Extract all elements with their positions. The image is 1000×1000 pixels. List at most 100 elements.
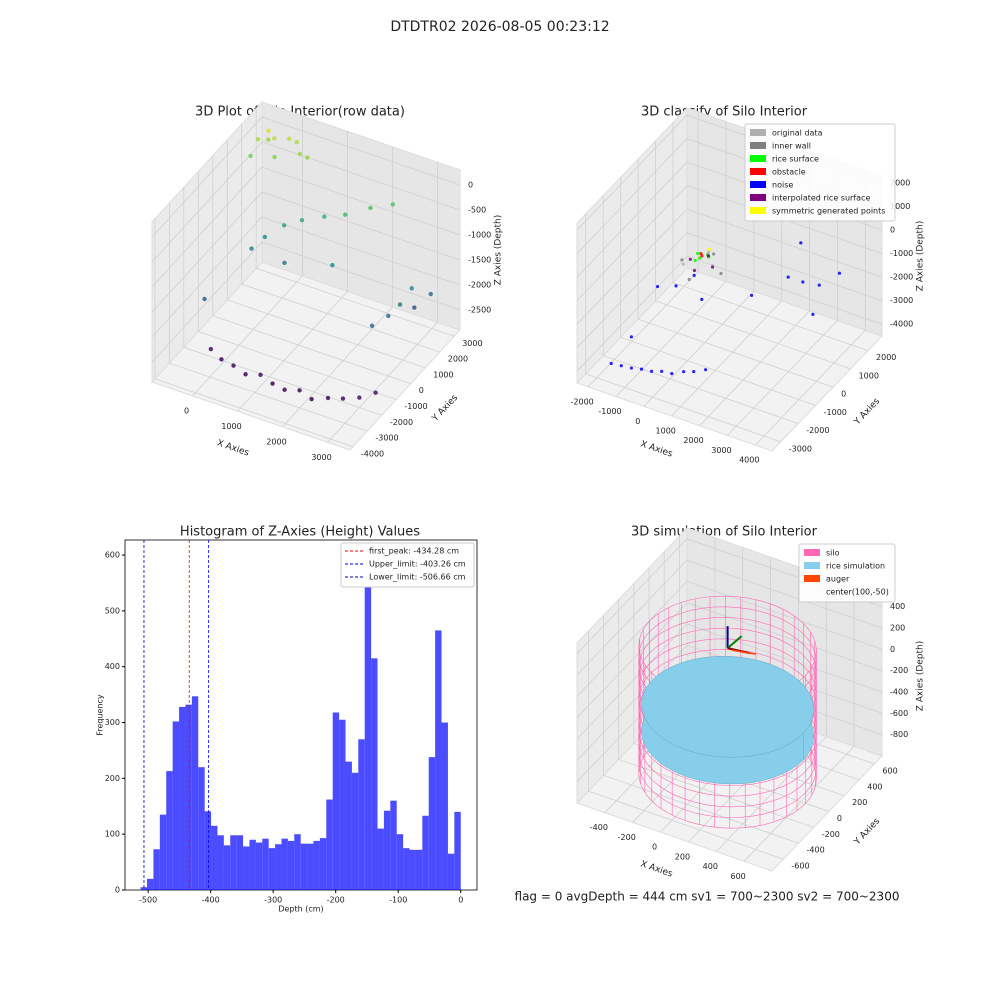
grid-line xyxy=(151,141,461,263)
point xyxy=(700,297,704,301)
y-tick-label: -3000 xyxy=(789,444,812,453)
grid-line xyxy=(576,602,883,718)
bar xyxy=(454,811,461,890)
point xyxy=(255,137,261,142)
grid-line xyxy=(576,208,883,325)
x-tick-label: 0 xyxy=(635,417,640,426)
legend-swatch xyxy=(750,181,766,188)
grid-line xyxy=(615,121,727,397)
auger xyxy=(731,649,756,655)
bar xyxy=(371,658,378,890)
x-tick-label: 4000 xyxy=(739,456,759,465)
y-tick-label: 400 xyxy=(867,782,882,791)
bar xyxy=(307,843,314,890)
point xyxy=(397,302,403,307)
z-tick-label: -400 xyxy=(890,688,908,697)
bar xyxy=(377,828,384,890)
point xyxy=(309,396,314,402)
bar xyxy=(172,721,180,890)
x-axis-label: X Axies xyxy=(215,438,250,458)
y-tick-label: -400 xyxy=(807,846,825,855)
legend-swatch xyxy=(804,562,820,569)
y-axis-label: Frequency xyxy=(96,694,105,736)
point xyxy=(266,137,271,142)
y-tick-label: 0 xyxy=(115,886,120,895)
bar xyxy=(236,835,244,890)
point xyxy=(660,369,664,373)
y-tick-label: 0 xyxy=(419,386,424,395)
legend-box xyxy=(340,542,475,588)
x-tick-label: 200 xyxy=(675,852,690,861)
z-tick-label: -2000 xyxy=(468,281,491,290)
grid-line xyxy=(637,159,834,388)
x-tick-label: -300 xyxy=(264,896,282,905)
point xyxy=(248,153,253,159)
point xyxy=(692,273,696,277)
point xyxy=(680,258,684,262)
point xyxy=(682,370,686,374)
bar xyxy=(243,846,250,890)
bar xyxy=(396,834,404,890)
grid-line xyxy=(620,177,816,406)
grid-line xyxy=(183,187,382,416)
point xyxy=(287,136,292,142)
bar xyxy=(422,815,429,890)
point xyxy=(837,271,842,275)
point xyxy=(799,241,803,245)
point xyxy=(340,396,346,401)
point xyxy=(294,140,299,145)
z-tick-label: 0 xyxy=(468,181,473,190)
bar xyxy=(383,810,391,890)
chart-title: 3D Plot of Silo Interior(row data) xyxy=(195,105,405,120)
x-tick-label: -100 xyxy=(389,896,407,905)
legend-label: symmetric generated points xyxy=(772,207,885,216)
bar xyxy=(255,842,263,890)
point xyxy=(390,202,396,207)
bar xyxy=(166,771,173,890)
bar xyxy=(294,834,301,890)
footer-text: flag = 0 avgDepth = 444 cm sv1 = 700~230… xyxy=(515,890,900,904)
point xyxy=(208,346,214,352)
legend-swatch xyxy=(750,142,766,149)
point xyxy=(297,151,303,157)
y-axis-label: Y Axies xyxy=(852,816,882,848)
point xyxy=(817,283,821,287)
y-tick-label: 0 xyxy=(837,814,842,823)
point xyxy=(629,335,634,339)
y-tick-label: 100 xyxy=(105,830,120,839)
z-axis-label: Z Axies (Depth) xyxy=(916,221,926,292)
grid-line xyxy=(192,115,303,397)
x-tick-label: -200 xyxy=(618,833,636,842)
point xyxy=(231,363,236,368)
y-tick-label: 0 xyxy=(841,390,846,399)
bar xyxy=(345,761,352,890)
x-tick-label: -400 xyxy=(202,896,220,905)
bar xyxy=(326,799,333,890)
bar xyxy=(403,848,410,890)
grid-line xyxy=(576,232,883,348)
figure-title: DTDTR02 2026-08-05 00:23:12 xyxy=(390,19,609,35)
bar xyxy=(281,838,288,890)
y-tick-label: -1000 xyxy=(404,402,427,411)
bar xyxy=(223,845,231,890)
legend-label: Upper_limit: -403.26 cm xyxy=(369,560,466,569)
bar xyxy=(447,853,455,890)
point xyxy=(696,251,700,256)
point xyxy=(357,395,362,400)
point xyxy=(409,286,414,291)
legend-label: interpolated rice surface xyxy=(772,194,870,203)
point xyxy=(786,275,790,279)
point xyxy=(272,154,277,160)
y-tick-label: 400 xyxy=(105,662,120,671)
y-tick-label: 200 xyxy=(105,774,120,783)
y-tick-label: -200 xyxy=(822,830,840,839)
point xyxy=(698,256,702,260)
z-tick-label: -1500 xyxy=(468,256,491,265)
point xyxy=(266,128,271,134)
legend-swatch xyxy=(750,207,766,214)
x-tick-label: 3000 xyxy=(711,446,731,455)
grid-line xyxy=(255,108,455,337)
legend-label: center(100,-50) xyxy=(826,588,889,597)
point xyxy=(706,250,711,254)
y-tick-label: 2000 xyxy=(448,355,468,364)
